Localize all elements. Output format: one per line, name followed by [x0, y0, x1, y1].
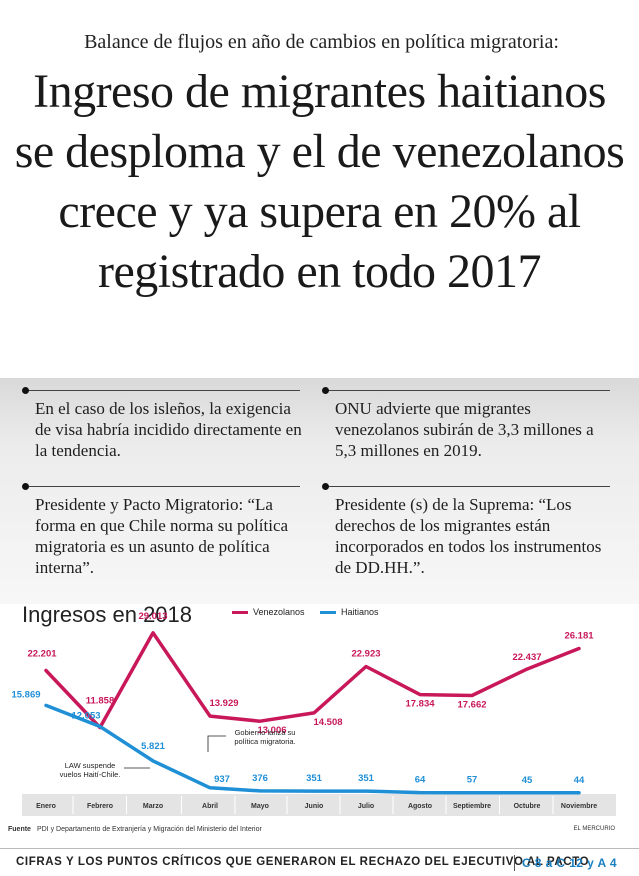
bullet-text: ONU advierte que migrantes venezolanos s…	[335, 399, 594, 460]
data-label-venezolanos: 11.858	[86, 696, 115, 707]
data-label-venezolanos: 13.006	[257, 725, 286, 736]
x-axis-band	[22, 794, 616, 816]
x-tick-label: Febrero	[87, 803, 113, 810]
footer-bar: CIFRAS Y LOS PUNTOS CRÍTICOS QUE GENERAR…	[0, 848, 639, 876]
data-label-venezolanos: 14.508	[313, 717, 342, 728]
bullet-text: En el caso de los isleños, la exigencia …	[35, 399, 302, 460]
x-tick-label: Junio	[305, 803, 324, 810]
kicker: Balance de flujos en año de cambios en p…	[84, 31, 559, 53]
legend-haitianos: Haitianos	[320, 607, 379, 617]
legend-venezolanos: Venezolanos	[232, 607, 305, 617]
x-tick-label: Marzo	[143, 803, 163, 810]
bullet-visa: En el caso de los isleños, la exigencia …	[22, 387, 303, 461]
data-label-venezolanos: 17.834	[405, 699, 435, 710]
brand-label: EL MERCURIO	[573, 826, 615, 832]
highlights-panel	[0, 378, 639, 604]
bullet-suprema: Presidente (s) de la Suprema: “Los derec…	[322, 483, 615, 578]
data-label-haitianos: 351	[306, 773, 323, 784]
data-label-haitianos: 937	[214, 774, 230, 785]
data-label-haitianos: 45	[522, 775, 533, 786]
annotation-gobierno: Gobierno lanza su política migratoria.	[234, 728, 295, 746]
data-label-venezolanos: 29.013	[138, 611, 167, 622]
x-tick-label: Noviembre	[561, 803, 597, 810]
chart-title: Ingresos en 2018	[22, 602, 193, 627]
x-tick-label: Julio	[358, 803, 374, 810]
bullet-text: Presidente (s) de la Suprema: “Los derec…	[335, 495, 602, 577]
data-label-haitianos: 44	[574, 775, 585, 786]
data-label-venezolanos: 13.929	[209, 698, 238, 709]
legend-swatch-haitianos	[320, 611, 336, 615]
bullet-dot	[22, 483, 29, 490]
series-line-haitianos	[44, 703, 581, 795]
bullet-dot	[22, 387, 29, 394]
bullet-presidente: Presidente y Pacto Migratorio: “La forma…	[22, 483, 303, 578]
data-label-haitianos: 57	[467, 775, 478, 786]
x-tick-label: Mayo	[251, 803, 269, 810]
bullet-dot	[322, 387, 329, 394]
bullet-rule	[25, 486, 300, 487]
x-tick-label: Agosto	[408, 803, 432, 810]
source-text: PDI y Departamento de Extranjería y Migr…	[36, 826, 262, 833]
legend-swatch-venezolanos	[232, 611, 248, 615]
bullet-dot	[322, 483, 329, 490]
annotation-gobierno-leader	[207, 735, 226, 752]
x-tick-label: Abril	[202, 803, 218, 810]
x-tick-label: Enero	[36, 803, 56, 810]
legend-label-venezolanos: Venezolanos	[253, 607, 305, 617]
data-label-venezolanos: 22.923	[351, 649, 380, 660]
footer-separator	[514, 855, 515, 871]
bullet-rule	[325, 486, 610, 487]
data-label-haitianos: 12.053	[71, 711, 100, 722]
bullet-rule	[25, 390, 300, 391]
source-note: Fuente PDI y Departamento de Extranjería …	[8, 826, 262, 833]
data-label-venezolanos: 17.662	[457, 700, 486, 711]
footer-page-ref[interactable]: C 8 a C 12 y A 4	[522, 856, 617, 870]
bullet-text: Presidente y Pacto Migratorio: “La forma…	[35, 495, 289, 577]
x-tick-label: Septiembre	[453, 803, 491, 810]
data-label-venezolanos: 22.437	[512, 652, 541, 663]
series-line-venezolanos	[44, 631, 581, 730]
data-label-venezolanos: 22.201	[27, 649, 57, 660]
bullet-onu: ONU advierte que migrantes venezolanos s…	[322, 387, 615, 461]
data-label-haitianos: 15.869	[11, 689, 40, 700]
data-label-haitianos: 64	[415, 775, 426, 786]
headline: Ingreso de migrantes haitianos se desplo…	[14, 65, 625, 298]
annotation-law: LAW suspende vuelos Haití-Chile.	[60, 761, 121, 779]
legend-label-haitianos: Haitianos	[341, 607, 379, 617]
x-tick-label: Octubre	[514, 803, 541, 810]
bullet-rule	[325, 390, 610, 391]
data-label-haitianos: 351	[358, 773, 375, 784]
data-label-haitianos: 376	[252, 773, 268, 784]
footer-text: CIFRAS Y LOS PUNTOS CRÍTICOS QUE GENERAR…	[16, 856, 590, 868]
data-label-haitianos: 5.821	[141, 741, 165, 752]
source-label: Fuente	[8, 826, 31, 833]
data-label-venezolanos: 26.181	[564, 631, 594, 642]
